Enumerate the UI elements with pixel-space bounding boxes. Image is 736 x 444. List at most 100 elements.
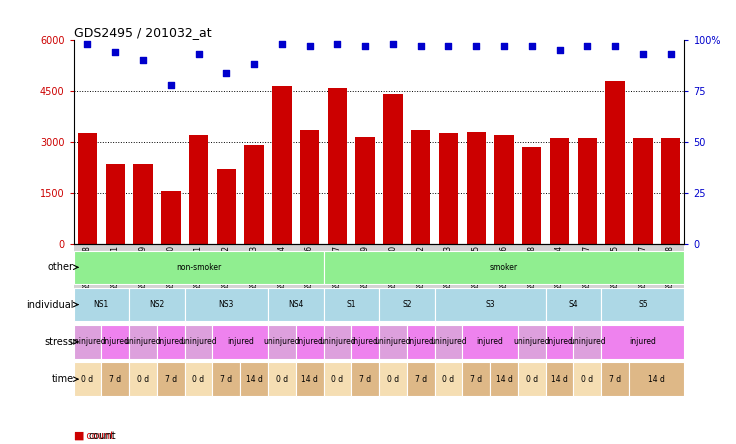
Text: injured: injured <box>629 337 657 346</box>
Text: 14 d: 14 d <box>301 375 318 384</box>
Bar <box>216 169 236 244</box>
Bar <box>185 325 213 359</box>
Bar <box>629 362 684 396</box>
Bar <box>296 325 324 359</box>
Text: S4: S4 <box>569 300 578 309</box>
Bar <box>161 191 180 244</box>
Bar <box>268 325 296 359</box>
Text: uninjured: uninjured <box>69 337 106 346</box>
Text: injured: injured <box>546 337 573 346</box>
Bar <box>324 250 684 284</box>
Bar <box>244 145 263 244</box>
Bar <box>102 325 129 359</box>
Text: S3: S3 <box>485 300 495 309</box>
Text: GDS2495 / 201032_at: GDS2495 / 201032_at <box>74 26 211 39</box>
Point <box>609 43 621 50</box>
Text: 0 d: 0 d <box>581 375 593 384</box>
Text: S1: S1 <box>347 300 356 309</box>
Point <box>82 40 93 48</box>
Text: 14 d: 14 d <box>495 375 512 384</box>
Text: 14 d: 14 d <box>246 375 263 384</box>
Text: uninjured: uninjured <box>263 337 300 346</box>
Text: 7 d: 7 d <box>220 375 233 384</box>
Bar <box>105 164 125 244</box>
Bar <box>462 325 518 359</box>
Bar <box>129 288 185 321</box>
Point <box>165 81 177 88</box>
Point <box>637 51 648 58</box>
Text: 0 d: 0 d <box>82 375 93 384</box>
Text: smoker: smoker <box>490 263 518 272</box>
Text: 14 d: 14 d <box>648 375 665 384</box>
Bar <box>272 86 291 244</box>
Text: uninjured: uninjured <box>430 337 467 346</box>
Point <box>110 49 121 56</box>
Bar <box>601 362 629 396</box>
Point <box>470 43 482 50</box>
Bar <box>324 288 379 321</box>
Bar <box>578 139 597 244</box>
Text: 0 d: 0 d <box>276 375 288 384</box>
Text: injured: injured <box>158 337 184 346</box>
Text: stress: stress <box>45 337 74 347</box>
Text: injured: injured <box>407 337 434 346</box>
Bar <box>467 132 486 244</box>
Bar <box>601 288 684 321</box>
Text: NS3: NS3 <box>219 300 234 309</box>
Bar <box>518 325 545 359</box>
Bar <box>328 87 347 244</box>
Bar <box>133 164 153 244</box>
Point <box>276 40 288 48</box>
Point <box>331 40 343 48</box>
Bar <box>185 288 268 321</box>
Point <box>193 51 205 58</box>
Bar <box>157 362 185 396</box>
Text: other: other <box>48 262 74 272</box>
Point <box>498 43 510 50</box>
Bar <box>240 362 268 396</box>
Bar <box>633 139 653 244</box>
Bar <box>129 325 157 359</box>
Bar <box>78 133 97 244</box>
Text: NS4: NS4 <box>288 300 303 309</box>
Bar <box>157 325 185 359</box>
Text: 0 d: 0 d <box>193 375 205 384</box>
Text: uninjured: uninjured <box>124 337 161 346</box>
Text: 7 d: 7 d <box>165 375 177 384</box>
Bar <box>518 362 545 396</box>
Point <box>137 57 149 64</box>
Bar <box>268 362 296 396</box>
Bar <box>545 362 573 396</box>
Bar <box>495 135 514 244</box>
Bar <box>74 325 102 359</box>
Bar <box>490 362 518 396</box>
Bar <box>550 139 569 244</box>
Bar <box>189 135 208 244</box>
Bar <box>522 147 542 244</box>
Text: injured: injured <box>102 337 129 346</box>
Text: time: time <box>52 374 74 384</box>
Text: 0 d: 0 d <box>387 375 399 384</box>
Point <box>442 43 454 50</box>
Bar <box>601 325 684 359</box>
Text: 7 d: 7 d <box>359 375 371 384</box>
Text: uninjured: uninjured <box>180 337 217 346</box>
Point <box>359 43 371 50</box>
Text: count: count <box>88 431 116 441</box>
Text: 0 d: 0 d <box>331 375 344 384</box>
Text: 7 d: 7 d <box>470 375 482 384</box>
Bar <box>407 362 434 396</box>
Text: individual: individual <box>26 300 74 309</box>
Point <box>248 61 260 68</box>
Bar <box>296 362 324 396</box>
Bar <box>300 130 319 244</box>
Text: ■: ■ <box>74 431 84 441</box>
Bar <box>407 325 434 359</box>
Bar <box>434 325 462 359</box>
Text: 0 d: 0 d <box>526 375 538 384</box>
Point <box>553 47 565 54</box>
Text: 7 d: 7 d <box>609 375 621 384</box>
Text: 7 d: 7 d <box>414 375 427 384</box>
Text: non-smoker: non-smoker <box>176 263 222 272</box>
Text: uninjured: uninjured <box>569 337 606 346</box>
